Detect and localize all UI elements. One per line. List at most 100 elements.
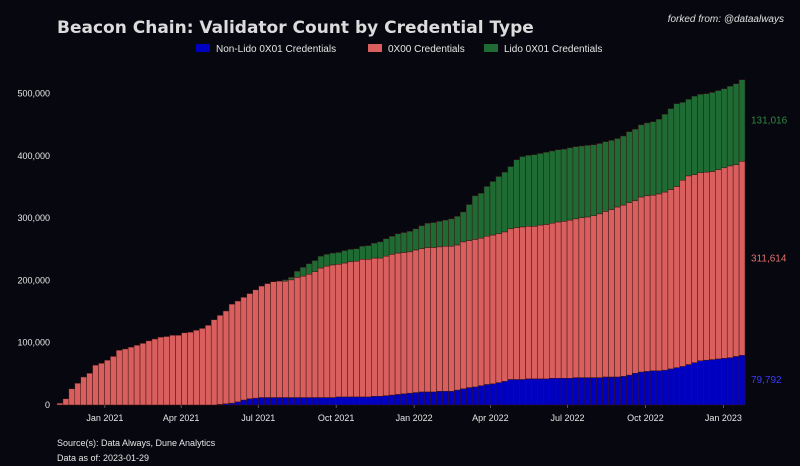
- bar-segment-2-61: [418, 225, 425, 249]
- bar-segment-2-91: [596, 143, 603, 215]
- bar-segment-1-23: [193, 330, 200, 406]
- bar-segment-0-86: [566, 377, 574, 406]
- bar-segment-0-87: [572, 377, 580, 406]
- bar-segment-1-58: [400, 252, 408, 395]
- bar-segment-2-52: [365, 245, 372, 260]
- bar-segment-0-67: [454, 389, 461, 406]
- bar-segment-2-92: [602, 141, 609, 212]
- bar-segment-1-53: [371, 257, 378, 397]
- bar-segment-1-34: [258, 285, 265, 398]
- bars: [56, 79, 746, 406]
- bar-segment-1-14: [139, 343, 147, 406]
- bar-segment-2-44: [317, 255, 325, 269]
- bar-segment-2-89: [584, 145, 592, 218]
- bar-segment-2-38: [282, 279, 289, 282]
- bar-segment-0-78: [519, 379, 526, 406]
- bar-segment-1-36: [270, 281, 277, 398]
- bar-segment-1-109: [703, 171, 710, 361]
- bar-segment-0-30: [234, 401, 242, 406]
- bar-segment-0-70: [471, 386, 479, 406]
- bar-segment-1-90: [590, 215, 597, 378]
- bar-segment-1-63: [430, 247, 437, 393]
- bar-segment-0-53: [371, 396, 378, 406]
- x-tick-label: Apr 2021: [163, 413, 200, 423]
- bar-segment-0-104: [673, 367, 681, 406]
- bar-segment-0-83: [549, 377, 556, 406]
- bar-segment-0-36: [270, 397, 277, 406]
- bar-segment-1-35: [264, 283, 271, 398]
- bar-segment-2-75: [501, 171, 509, 233]
- bar-segment-1-89: [584, 216, 592, 378]
- bar-segment-0-96: [626, 374, 633, 406]
- y-tick-label: 200,000: [17, 275, 50, 285]
- bar-segment-1-105: [679, 179, 686, 367]
- bar-segment-2-96: [626, 131, 633, 203]
- bar-segment-1-74: [495, 233, 503, 383]
- y-axis: 0 100,000 200,000 300,000 400,000 500,000: [17, 89, 50, 410]
- bar-segment-0-58: [400, 393, 408, 406]
- x-tick-label: Jul 2021: [241, 413, 275, 423]
- bar-segment-0-32: [246, 398, 253, 406]
- bar-segment-0-94: [614, 376, 621, 406]
- bar-segment-0-39: [288, 397, 295, 406]
- bar-segment-1-85: [560, 221, 568, 379]
- bar-segment-0-59: [406, 392, 414, 406]
- bar-segment-1-95: [620, 204, 627, 377]
- bar-segment-0-74: [495, 382, 503, 406]
- bar-segment-1-1: [62, 398, 70, 406]
- y-tick-label: 300,000: [17, 213, 50, 223]
- bar-segment-2-86: [566, 147, 574, 221]
- bar-segment-0-105: [679, 366, 686, 406]
- bar-segment-1-47: [335, 264, 342, 398]
- bar-segment-1-98: [637, 196, 645, 373]
- bar-segment-0-68: [460, 388, 467, 406]
- bar-segment-1-55: [382, 255, 390, 396]
- x-tick-label: Jan 2023: [705, 413, 742, 423]
- bar-segment-0-31: [240, 399, 248, 406]
- bar-segment-1-60: [412, 249, 420, 393]
- bar-segment-0-75: [501, 381, 509, 406]
- bar-segment-1-30: [234, 300, 242, 403]
- bar-segment-0-89: [584, 377, 592, 406]
- bar-segment-2-56: [388, 236, 396, 255]
- bar-segment-1-32: [246, 293, 253, 400]
- bar-segment-1-33: [252, 289, 259, 399]
- bar-segment-2-99: [643, 122, 651, 197]
- bar-segment-0-97: [632, 373, 639, 406]
- bar-segment-1-103: [667, 189, 675, 370]
- bar-segment-2-105: [679, 102, 686, 181]
- bar-segment-2-51: [359, 245, 366, 260]
- bar-segment-2-115: [738, 79, 746, 162]
- bar-segment-0-43: [311, 397, 319, 406]
- bar-segment-1-114: [732, 164, 740, 357]
- data-as-of-note: Data as of: 2023-01-29: [57, 453, 149, 463]
- bar-segment-1-83: [549, 222, 556, 379]
- bar-segment-2-47: [335, 252, 342, 265]
- bar-segment-2-45: [323, 254, 331, 267]
- bar-segment-2-77: [513, 159, 520, 228]
- bar-segment-1-25: [205, 325, 212, 406]
- bar-segment-0-111: [715, 358, 722, 406]
- bar-segment-0-110: [709, 359, 716, 406]
- bar-segment-2-41: [299, 267, 307, 277]
- end-label-2: 131,016: [751, 116, 788, 127]
- bar-segment-2-62: [424, 222, 431, 248]
- bar-segment-1-45: [323, 265, 331, 398]
- bar-segment-0-100: [649, 370, 657, 406]
- bar-segment-1-93: [608, 209, 615, 378]
- bar-segment-2-100: [649, 121, 657, 196]
- bar-segment-2-111: [715, 90, 722, 170]
- bar-segment-1-100: [649, 194, 657, 371]
- bar-segment-1-65: [442, 245, 449, 392]
- bar-segment-0-57: [394, 394, 402, 406]
- bar-segment-2-69: [465, 204, 473, 241]
- bar-segment-2-79: [525, 155, 532, 227]
- bar-segment-1-68: [460, 241, 467, 390]
- bar-segment-1-54: [377, 257, 384, 397]
- bar-segment-2-97: [632, 128, 639, 202]
- bar-segment-2-112: [721, 88, 728, 169]
- bar-segment-0-71: [477, 385, 485, 406]
- bar-segment-1-64: [436, 246, 443, 392]
- bar-segment-1-5: [86, 373, 93, 406]
